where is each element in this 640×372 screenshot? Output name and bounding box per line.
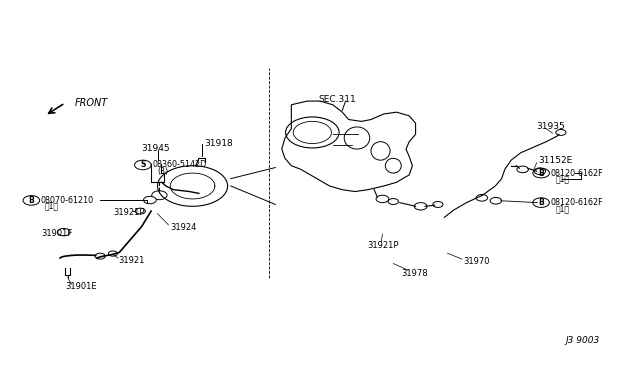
Text: B: B [538,169,544,177]
Text: 08360-5142D: 08360-5142D [152,160,207,170]
Text: 31924: 31924 [170,223,196,232]
Text: 31901E: 31901E [65,282,97,291]
Circle shape [476,195,488,201]
Circle shape [517,166,529,173]
Text: （1）: （1） [556,204,570,214]
Circle shape [152,191,167,200]
Text: （1）: （1） [45,202,59,211]
Circle shape [135,208,145,214]
Circle shape [108,251,117,256]
Text: 31945: 31945 [141,144,170,153]
Circle shape [433,202,443,208]
Circle shape [376,195,389,203]
Text: B: B [538,198,544,207]
Text: (3): (3) [157,167,168,176]
Text: FRONT: FRONT [75,98,108,108]
Circle shape [414,203,427,210]
Circle shape [388,199,398,205]
Text: 31901F: 31901F [42,229,73,238]
Text: 31152E: 31152E [538,155,572,165]
Text: J3 9003: J3 9003 [566,336,600,345]
Text: （1）: （1） [556,175,570,184]
Circle shape [556,129,566,135]
Text: S: S [140,160,145,170]
Circle shape [58,228,70,236]
Text: 08120-6162F: 08120-6162F [550,169,604,177]
Text: 08120-6162F: 08120-6162F [550,198,604,207]
Text: 31921P: 31921P [368,241,399,250]
Text: 31970: 31970 [463,257,490,266]
Text: 31921: 31921 [118,256,145,265]
Circle shape [534,168,545,174]
Circle shape [95,253,105,259]
Circle shape [143,196,156,204]
Text: 31921P: 31921P [113,208,145,217]
Text: B: B [28,196,34,205]
Text: 31935: 31935 [537,122,565,131]
Text: SEC.311: SEC.311 [319,95,356,104]
Text: 31918: 31918 [204,139,233,148]
Text: 31978: 31978 [401,269,428,278]
Text: 08070-61210: 08070-61210 [41,196,94,205]
Circle shape [490,198,502,204]
